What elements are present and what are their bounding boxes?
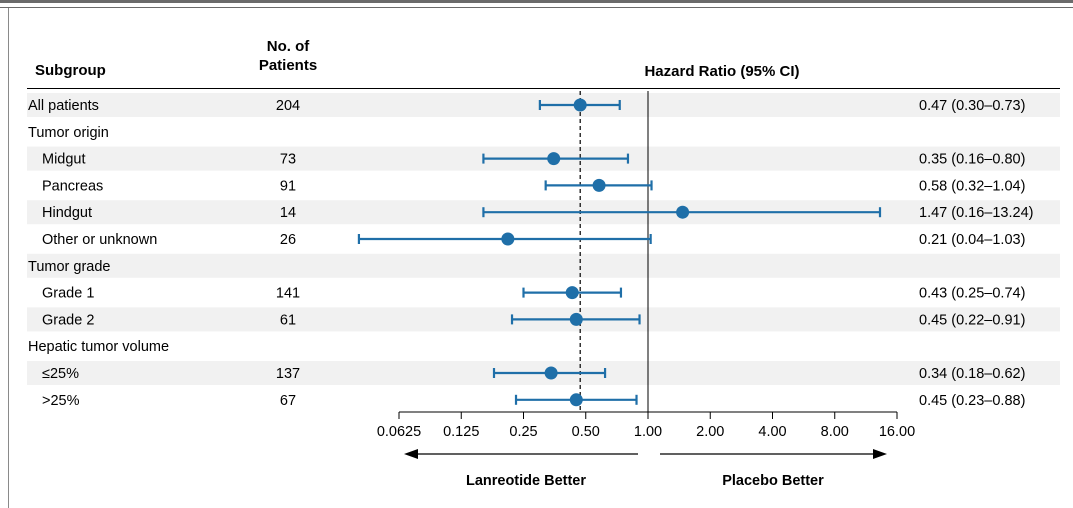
hazard-ratio-point [676, 205, 690, 219]
subgroup-label: Grade 2 [42, 312, 94, 328]
x-tick-label: 16.00 [879, 424, 915, 440]
subgroup-label: >25% [42, 393, 80, 409]
row-band [27, 253, 1060, 278]
hazard-ratio-label: 0.34 (0.18–0.62) [919, 366, 1025, 382]
hazard-ratio-point [501, 232, 515, 246]
header-patients-line2: Patients [258, 57, 318, 74]
hazard-ratio-label: 0.45 (0.22–0.91) [919, 312, 1025, 328]
hazard-ratio-label: 0.21 (0.04–1.03) [919, 232, 1025, 248]
x-tick-label: 0.125 [443, 424, 479, 440]
header-subgroup: Subgroup [35, 62, 106, 79]
x-tick-label: 8.00 [821, 424, 849, 440]
subgroup-label: Tumor grade [28, 259, 110, 275]
hazard-ratio-label: 0.58 (0.32–1.04) [919, 178, 1025, 194]
hazard-ratio-point [569, 393, 583, 407]
hazard-ratio-label: 0.35 (0.16–0.80) [919, 152, 1025, 168]
subgroup-label: Grade 1 [42, 286, 94, 302]
patient-count: 14 [280, 205, 296, 221]
hazard-ratio-point [565, 286, 579, 300]
subgroup-label: All patients [28, 98, 99, 114]
subgroup-label: ≤25% [42, 366, 79, 382]
header-hazard-ratio: Hazard Ratio (95% CI) [644, 63, 800, 80]
patient-count: 61 [280, 312, 296, 328]
x-tick-label: 4.00 [758, 424, 786, 440]
header-patients-line1: No. of [266, 38, 310, 55]
right-arrow-label: Placebo Better [722, 473, 824, 489]
header-rule [27, 88, 1060, 89]
top-border-thin [0, 7, 1073, 8]
x-tick-label: 2.00 [696, 424, 724, 440]
patient-count: 141 [276, 286, 300, 302]
x-tick-label: 0.50 [572, 424, 600, 440]
left-border [8, 8, 9, 508]
right-arrow-head [873, 449, 887, 459]
subgroup-label: Tumor origin [28, 125, 109, 141]
hazard-ratio-point [547, 152, 561, 166]
patient-count: 91 [280, 178, 296, 194]
patient-count: 26 [280, 232, 296, 248]
subgroup-label: Other or unknown [42, 232, 157, 248]
hazard-ratio-point [569, 312, 583, 326]
patient-count: 73 [280, 152, 296, 168]
x-tick-label: 0.25 [509, 424, 537, 440]
patient-count: 204 [276, 98, 300, 114]
x-tick-label: 0.0625 [377, 424, 421, 440]
hazard-ratio-label: 0.45 (0.23–0.88) [919, 393, 1025, 409]
hazard-ratio-label: 0.47 (0.30–0.73) [919, 98, 1025, 114]
hazard-ratio-point [544, 366, 558, 380]
left-arrow-label: Lanreotide Better [466, 473, 586, 489]
top-border-thick [0, 0, 1073, 3]
subgroup-label: Hindgut [42, 205, 92, 221]
hazard-ratio-point [573, 98, 587, 112]
hazard-ratio-label: 1.47 (0.16–13.24) [919, 205, 1033, 221]
x-tick-label: 1.00 [634, 424, 662, 440]
subgroup-label: Hepatic tumor volume [28, 339, 169, 355]
hazard-ratio-point [592, 178, 606, 192]
patient-count: 67 [280, 393, 296, 409]
header-patients: No. of Patients [232, 37, 344, 75]
patient-count: 137 [276, 366, 300, 382]
subgroup-label: Midgut [42, 152, 86, 168]
hazard-ratio-label: 0.43 (0.25–0.74) [919, 286, 1025, 302]
subgroup-label: Pancreas [42, 178, 103, 194]
left-arrow-head [404, 449, 418, 459]
